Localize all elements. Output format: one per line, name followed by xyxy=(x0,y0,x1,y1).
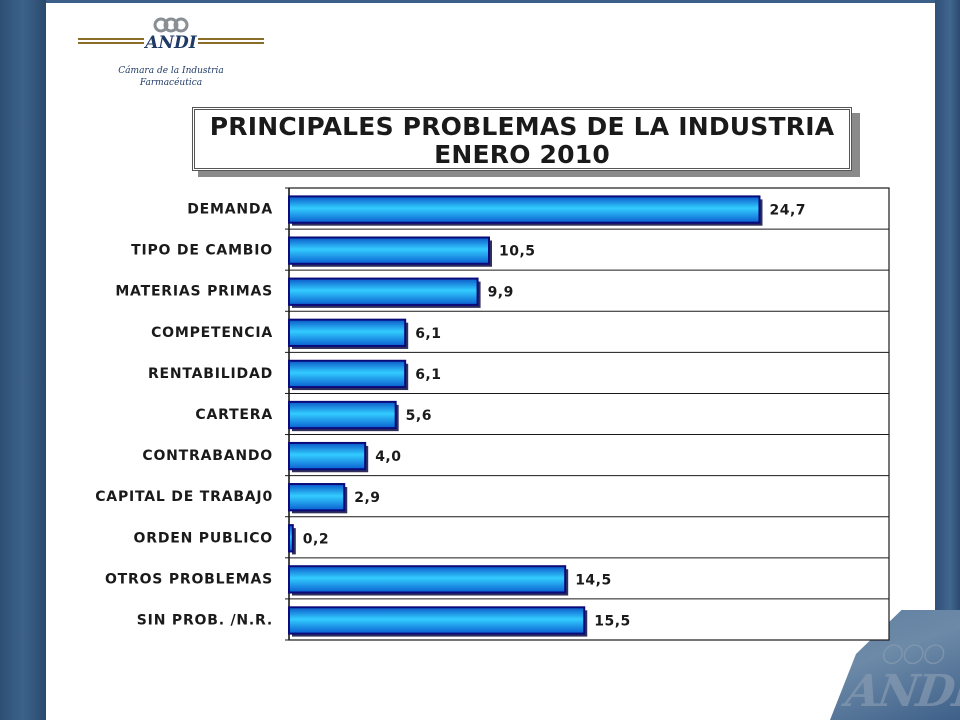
data-label: 15,5 xyxy=(594,613,631,629)
logo-caption-line2: Farmacéutica xyxy=(139,78,203,88)
category-label: MATERIAS PRIMAS xyxy=(115,284,273,300)
category-label: OTROS PROBLEMAS xyxy=(105,571,273,587)
bar xyxy=(288,483,346,512)
bar xyxy=(288,277,479,306)
bar xyxy=(288,195,761,224)
andi-logo: ANDI Cámara de la Industria Farmacéutica xyxy=(76,15,266,88)
logo-caption: Cámara de la Industria Farmacéutica xyxy=(76,65,266,89)
bar xyxy=(288,236,490,265)
chart-subtitle: ENERO 2010 xyxy=(434,140,610,169)
data-label: 6,1 xyxy=(415,367,441,383)
category-label: COMPETENCIA xyxy=(151,325,273,341)
data-label: 14,5 xyxy=(575,572,612,588)
plot-area: DEMANDA 24,7 TIPO DE CAMBIO 10,5 MATERIAS PR… xyxy=(95,187,890,641)
top-frame xyxy=(46,0,935,3)
category-label: TIPO DE CAMBIO xyxy=(131,243,273,259)
category-label: RENTABILIDAD xyxy=(148,366,273,382)
data-label: 10,5 xyxy=(499,244,536,260)
bar-shadow xyxy=(292,528,296,555)
bar xyxy=(288,359,407,389)
data-label: 9,9 xyxy=(488,285,514,301)
data-label: 5,6 xyxy=(406,408,432,424)
logo-rings-icon xyxy=(153,17,189,33)
bar xyxy=(288,606,586,635)
data-label: 6,1 xyxy=(415,326,441,342)
bar xyxy=(288,565,567,594)
data-label: 2,9 xyxy=(354,490,380,506)
logo-rules xyxy=(78,38,264,44)
chart-title: PRINCIPALES PROBLEMAS DE LA INDUSTRIA xyxy=(209,112,835,141)
data-label: 0,2 xyxy=(303,531,329,547)
logo-brand: ANDI xyxy=(143,33,197,53)
bar xyxy=(288,400,397,430)
bar xyxy=(288,318,407,347)
chart-title-box: PRINCIPALES PROBLEMAS DE LA INDUSTRIA EN… xyxy=(192,107,852,171)
data-label: 4,0 xyxy=(375,449,401,465)
left-frame xyxy=(0,0,46,720)
bar xyxy=(288,441,367,471)
andi-logo-mark: ANDI xyxy=(78,17,264,53)
category-label: SIN PROB. /N.R. xyxy=(137,612,273,628)
logo-caption-line1: Cámara de la Industria xyxy=(118,66,224,76)
category-label: ORDEN PUBLICO xyxy=(134,530,273,546)
category-label: CONTRABANDO xyxy=(142,448,273,464)
category-label: DEMANDA xyxy=(187,202,273,218)
data-label: 24,7 xyxy=(769,203,806,219)
category-label: CAPITAL DE TRABAJ0 xyxy=(95,489,273,505)
right-frame xyxy=(935,0,960,720)
bar xyxy=(288,524,294,553)
category-label: CARTERA xyxy=(195,407,273,423)
